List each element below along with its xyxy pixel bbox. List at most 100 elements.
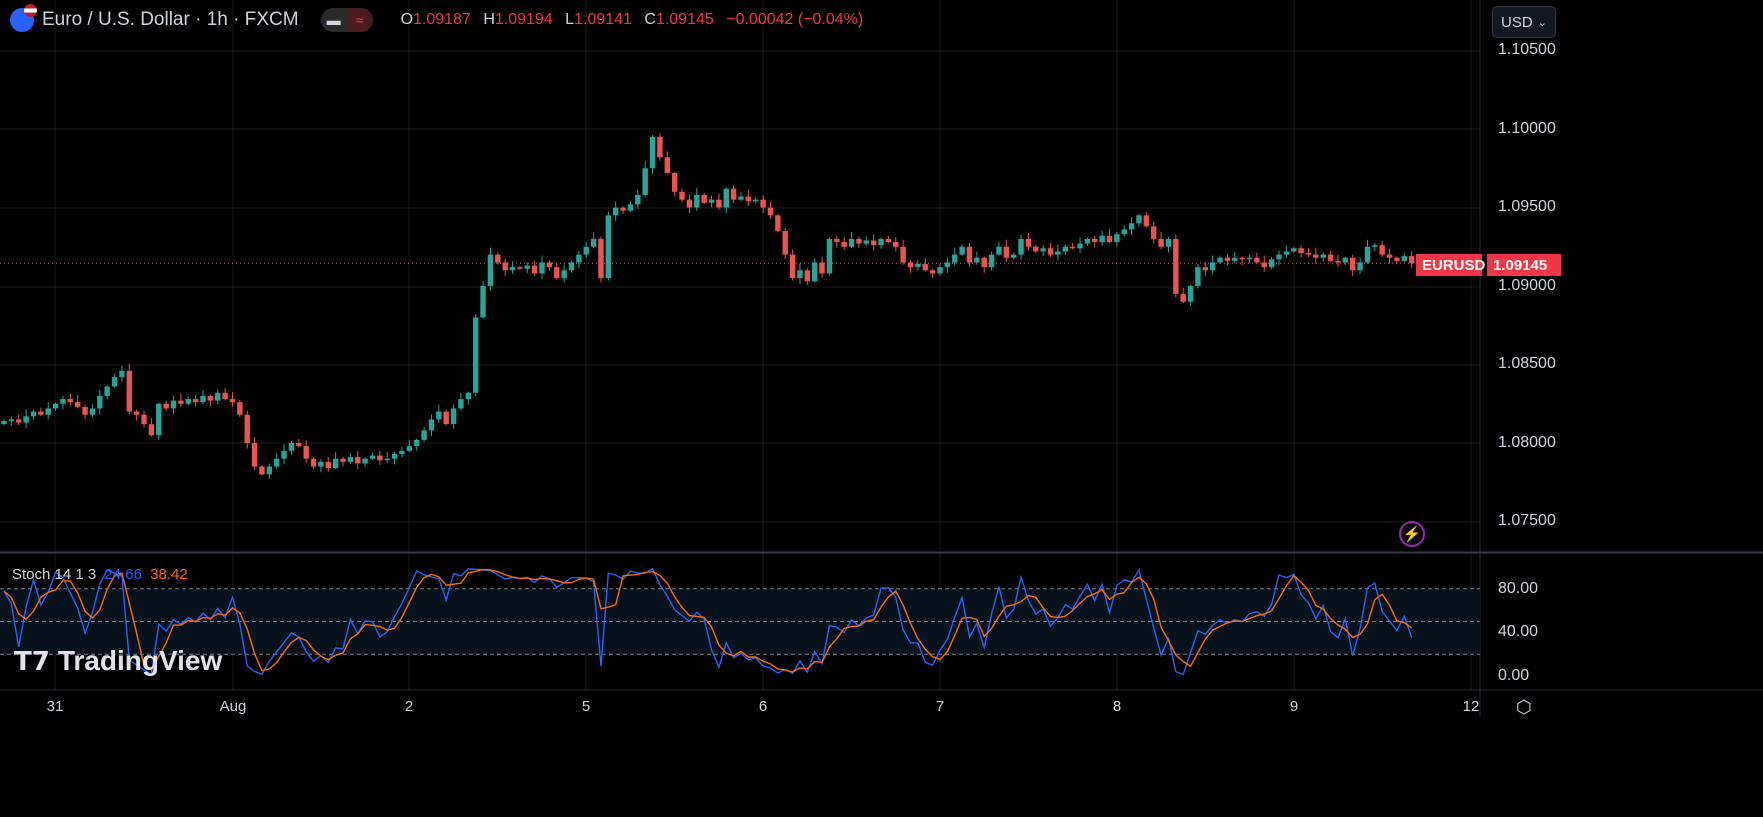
candle-body (627, 204, 634, 211)
high-value: 1.09194 (494, 11, 553, 28)
stoch-legend[interactable]: Stoch 14 1 3 24.66 38.42 (12, 566, 188, 583)
candle-body (929, 270, 936, 274)
market-status-toggle[interactable]: ▬ ≈ (320, 8, 373, 32)
candle-body (893, 242, 899, 247)
candle-body (1099, 235, 1105, 243)
candle-body (1372, 245, 1378, 247)
candle-body (1187, 286, 1194, 302)
time-label: 9 (1289, 698, 1299, 715)
candle-body (856, 238, 862, 244)
candle-body (900, 246, 906, 263)
candle-body (664, 157, 670, 173)
candle-body (1276, 254, 1282, 260)
candle-body (244, 414, 250, 443)
candle-body (517, 267, 523, 269)
candle-body (1268, 259, 1275, 268)
candle-body (414, 439, 420, 447)
candle-body (1408, 256, 1415, 264)
candle-body (1202, 267, 1209, 271)
candle-body (1379, 245, 1385, 255)
candle-body (1261, 262, 1267, 268)
candle-body (1084, 238, 1091, 244)
candle-body (45, 408, 51, 415)
candle-body (1173, 238, 1179, 294)
candle-body (229, 399, 236, 403)
candle-body (738, 196, 744, 200)
candle-body (937, 267, 943, 274)
candle-body (23, 416, 29, 423)
candle-body (1209, 262, 1216, 271)
stoch-axis-label: 80.00 (1498, 580, 1539, 597)
candle-body (104, 386, 110, 396)
candle-body (82, 406, 88, 415)
candle-body (296, 443, 302, 447)
candle-body (760, 199, 766, 208)
candle-body (156, 403, 162, 436)
candle-body (1077, 243, 1083, 249)
candle-body (819, 262, 825, 274)
symbol-title[interactable]: Euro / U.S. Dollar · 1h · FXCM (42, 9, 299, 30)
candle-body (1143, 215, 1150, 227)
candle-body (671, 172, 678, 192)
candle-body (273, 458, 280, 467)
high-label: H (483, 11, 495, 28)
candle-body (1283, 251, 1290, 255)
candle-body (384, 458, 390, 461)
low-label: L (565, 11, 575, 28)
last-price-tag: 1.09145 (1487, 254, 1561, 276)
candle-body (362, 458, 368, 464)
candle-body (657, 136, 663, 158)
candle-body (826, 238, 833, 274)
candle-body (487, 254, 494, 286)
candle-body (1305, 253, 1312, 255)
candle-body (524, 265, 530, 269)
tradingview-logo[interactable]: 𝗧𝟳 TradingView (14, 645, 222, 677)
candle-body (1350, 257, 1356, 271)
candle-body (259, 466, 265, 475)
candle-body (605, 215, 612, 279)
candle-body (723, 188, 729, 208)
candle-body (60, 399, 66, 404)
candle-body (531, 265, 538, 274)
candle-body (1, 421, 7, 425)
candle-body (1357, 262, 1363, 271)
currency-select[interactable]: USD ⌄ (1492, 6, 1556, 38)
close-label: C (644, 11, 656, 28)
candle-body (554, 267, 560, 279)
candle-body (1151, 226, 1157, 239)
candle-body (716, 199, 722, 208)
candle-body (966, 246, 973, 263)
time-label: 31 (46, 698, 64, 715)
candle-body (391, 453, 398, 459)
candle-body (767, 207, 774, 216)
dash-icon: ▬ (326, 12, 341, 28)
stoch-k-value: 24.66 (104, 566, 142, 583)
stoch-k-line (3, 567, 1413, 676)
candle-body (1401, 256, 1407, 261)
candle-body (52, 403, 59, 409)
candle-body (495, 254, 501, 263)
candle-body (16, 419, 22, 423)
candle-body (952, 254, 958, 263)
candle-body (1040, 248, 1046, 252)
candle-body (568, 262, 575, 271)
symbol-tag: EURUSD (1416, 254, 1485, 276)
candle-body (67, 399, 74, 403)
candle-body (8, 419, 15, 422)
chart-settings-icon[interactable]: ⬡ (1516, 697, 1532, 717)
candle-body (38, 411, 44, 415)
time-label: 8 (1112, 698, 1122, 715)
candle-body (377, 455, 383, 461)
candle-body (450, 408, 457, 425)
price-label: 1.10500 (1498, 41, 1556, 58)
lightning-icon[interactable]: ⚡ (1399, 521, 1425, 547)
candle-body (141, 414, 147, 425)
price-label: 1.09000 (1498, 277, 1556, 294)
candle-body (1335, 260, 1341, 263)
candle-body (1291, 248, 1297, 252)
time-label: 5 (581, 698, 591, 715)
candle-body (870, 240, 877, 246)
candle-body (590, 238, 597, 247)
time-label: Aug (219, 698, 247, 715)
